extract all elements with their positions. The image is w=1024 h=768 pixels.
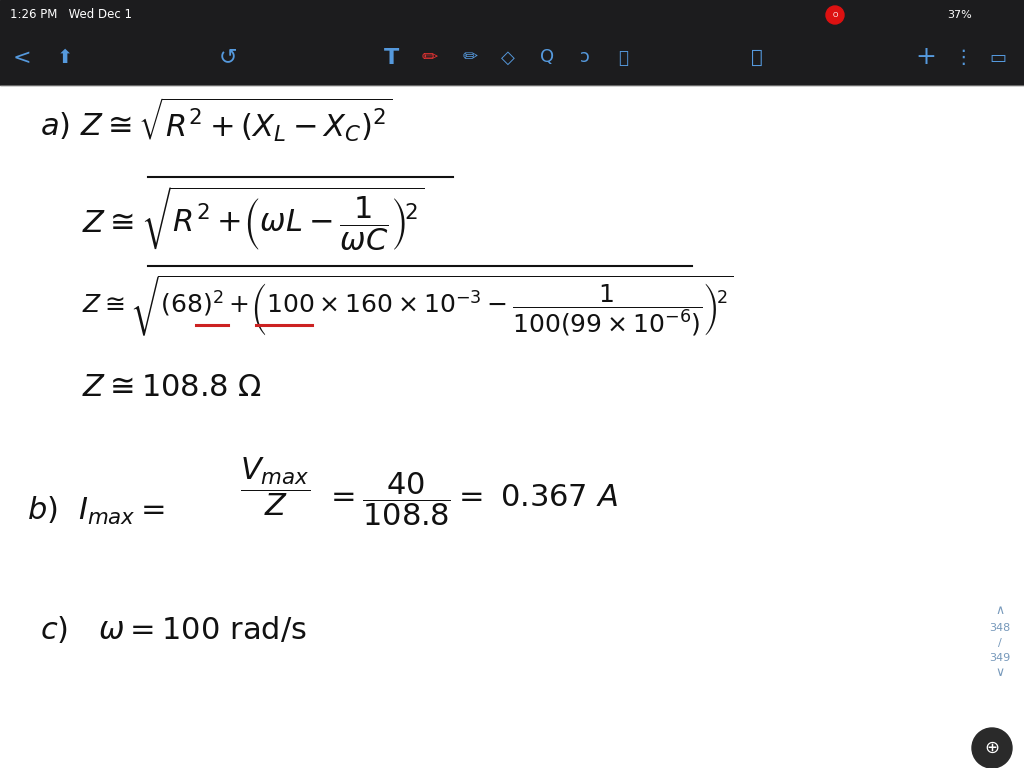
Text: 349: 349: [989, 653, 1011, 663]
Text: $Z \cong 108.8\ \Omega$: $Z \cong 108.8\ \Omega$: [82, 375, 261, 402]
Bar: [0, 30, 1024, 85]
Text: /: /: [998, 638, 1001, 648]
Text: 🎙: 🎙: [752, 48, 763, 67]
Text: 🔗: 🔗: [618, 48, 628, 67]
Text: ⊕: ⊕: [984, 739, 999, 757]
Text: $b)\ \ I_{max} =$: $b)\ \ I_{max} =$: [27, 495, 165, 527]
Text: ◇: ◇: [501, 48, 515, 67]
Text: ✏: ✏: [463, 48, 477, 67]
Circle shape: [972, 728, 1012, 768]
Text: $Z \cong \sqrt{(68)^2+\!\left(100\times 160\times 10^{-3} - \dfrac{1}{100(99\tim: $Z \cong \sqrt{(68)^2+\!\left(100\times …: [82, 273, 734, 338]
Text: ∧: ∧: [995, 604, 1005, 617]
Text: $Z \cong \sqrt{R^2+\!\left(\omega L - \dfrac{1}{\omega C}\right)^{\!2}}$: $Z \cong \sqrt{R^2+\!\left(\omega L - \d…: [82, 185, 425, 253]
Text: O: O: [833, 12, 838, 18]
Text: $= \dfrac{40}{108.8} = \ 0.367\ A$: $= \dfrac{40}{108.8} = \ 0.367\ A$: [325, 470, 618, 528]
Text: ⋮: ⋮: [953, 48, 973, 67]
Text: T: T: [384, 48, 399, 68]
Text: $a)\ Z \cong \sqrt{R^2+(X_L-X_C)^2}$: $a)\ Z \cong \sqrt{R^2+(X_L-X_C)^2}$: [40, 95, 393, 144]
Circle shape: [826, 6, 844, 24]
Text: $\dfrac{V_{max}}{Z}$: $\dfrac{V_{max}}{Z}$: [240, 455, 310, 518]
Bar: [0, 0, 1024, 30]
Text: ↄ: ↄ: [580, 48, 590, 67]
Text: <: <: [12, 48, 32, 68]
Text: ⬆: ⬆: [56, 48, 73, 67]
Text: ✏: ✏: [422, 48, 438, 67]
Text: 348: 348: [989, 623, 1011, 633]
Text: ∨: ∨: [995, 667, 1005, 680]
Text: Q: Q: [540, 48, 554, 67]
Text: ▭: ▭: [989, 48, 1007, 67]
Text: ↺: ↺: [219, 48, 238, 68]
Text: 37%: 37%: [947, 10, 973, 20]
Text: 1:26 PM   Wed Dec 1: 1:26 PM Wed Dec 1: [10, 8, 132, 22]
Text: +: +: [915, 45, 936, 69]
Text: $c)\ \ \ \omega = 100\ \mathrm{rad/s}$: $c)\ \ \ \omega = 100\ \mathrm{rad/s}$: [40, 615, 307, 646]
Bar: [0, 85, 1024, 768]
